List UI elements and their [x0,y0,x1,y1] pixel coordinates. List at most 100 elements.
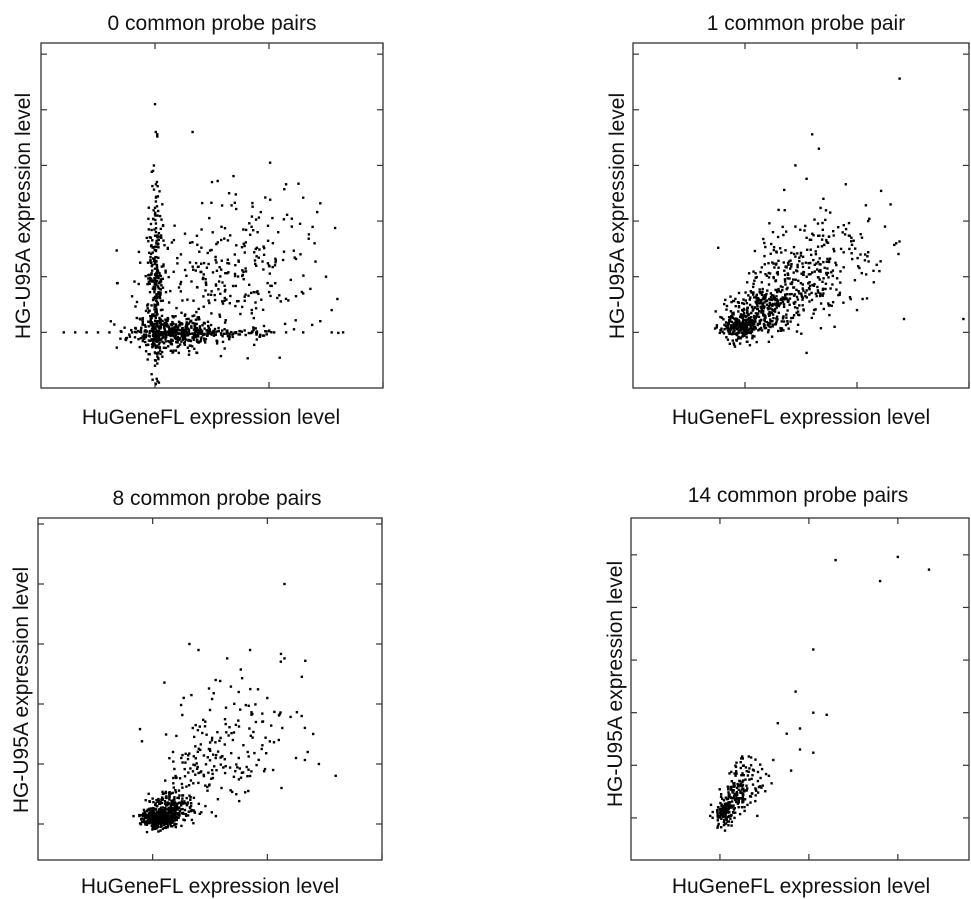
data-point [781,300,785,304]
data-point [805,289,808,292]
data-point [817,260,820,264]
data-point [185,274,188,277]
data-point [801,265,805,269]
data-point [269,198,272,201]
data-point [155,239,158,243]
data-point [807,287,811,290]
data-point [154,333,157,337]
data-point [155,321,159,325]
data-point [204,720,207,723]
data-point [176,262,179,265]
data-point [170,340,173,343]
data-point [194,324,197,327]
data-point [177,796,180,800]
data-point [178,801,181,804]
data-point [202,261,206,265]
data-point [753,318,757,321]
data-point [149,818,153,821]
data-point [766,331,770,334]
data-point [719,315,722,319]
data-point [197,771,200,775]
data-point [257,292,260,296]
data-point [751,774,754,777]
data-point [831,283,834,286]
data-point [736,782,739,786]
data-point [719,808,722,812]
data-point [774,307,777,311]
data-point [201,277,204,281]
data-point [133,330,137,334]
data-point [155,320,159,323]
data-point [776,290,779,294]
data-point [170,811,173,815]
data-point [161,817,164,820]
data-point [240,246,244,249]
data-point [261,744,264,747]
data-point [289,278,292,282]
data-point [796,310,800,313]
data-point [832,247,835,251]
data-point [153,809,156,812]
data-point [159,291,162,295]
data-point [141,339,144,343]
data-point [737,785,740,788]
data-point [764,245,767,249]
data-point [157,357,160,360]
data-point [765,300,768,303]
data-point [835,288,838,291]
data-point [783,188,786,192]
data-point [157,816,160,819]
data-point [753,335,756,338]
data-point [213,298,217,302]
data-point [300,290,304,294]
data-point [143,810,146,814]
data-point [153,815,156,819]
data-point [164,346,168,350]
data-point [150,317,153,320]
data-point [716,813,719,816]
data-point [805,296,808,299]
data-point [729,814,733,818]
data-point [784,249,787,252]
data-point [155,337,158,341]
data-point [173,822,176,825]
data-point [832,230,835,233]
data-point [181,811,185,815]
data-point [176,796,179,799]
chart-title: 8 common probe pairs [113,487,322,510]
data-point [199,743,202,746]
data-point [724,298,727,302]
data-point [741,793,744,796]
data-point [188,642,191,646]
data-point [856,256,859,260]
data-point [777,311,780,314]
data-point [221,335,224,338]
data-point [239,776,243,779]
data-point [177,328,180,332]
data-point [187,353,191,356]
data-point [792,271,795,274]
axis-ticks [631,518,969,860]
data-point [163,826,166,829]
data-point [148,329,152,333]
data-point [151,279,155,282]
data-point [777,329,780,333]
data-point [145,823,149,826]
data-point [722,318,725,321]
data-point [277,714,281,717]
data-point [158,282,161,285]
data-point [776,299,779,303]
data-point [727,806,730,809]
data-point [200,330,204,333]
data-point [769,307,772,310]
data-point [167,340,170,343]
data-point [154,382,157,386]
data-point [199,339,202,343]
data-point [902,317,906,321]
x-axis-label: HuGeneFL expression level [81,875,339,898]
data-point [801,296,805,299]
data-point [767,271,770,275]
data-point [737,291,741,295]
data-point [154,285,157,288]
data-point [196,750,199,753]
